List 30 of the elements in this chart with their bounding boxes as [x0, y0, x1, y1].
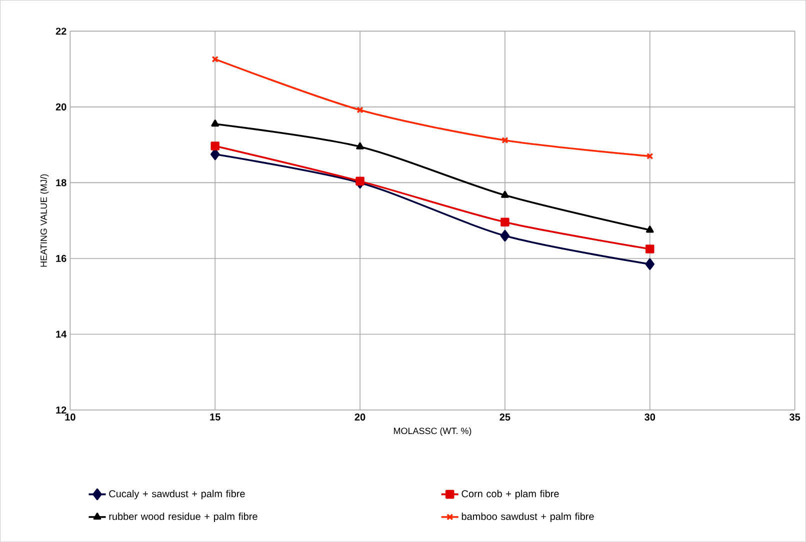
x-tick-label: 10	[65, 413, 76, 421]
x-tick-label: 20	[354, 413, 366, 421]
legend-label: bamboo sawdust + palm fibre	[462, 512, 594, 522]
x-tick-label: 35	[789, 413, 800, 421]
point	[645, 258, 655, 270]
point	[356, 142, 364, 150]
legend-label: Cucaly + sawdust + palm fibre	[109, 490, 245, 500]
y-tick-label: 18	[56, 179, 66, 186]
point	[211, 120, 220, 127]
point	[500, 230, 510, 242]
point	[646, 226, 654, 233]
point	[646, 244, 654, 254]
x-tick-label: 30	[644, 413, 656, 421]
point	[356, 106, 364, 114]
point	[500, 218, 510, 226]
y-axis-title: HEATING VALUE (MJ/)	[40, 174, 49, 267]
point	[501, 190, 509, 198]
y-tick-label: 22	[56, 28, 66, 35]
point	[502, 136, 508, 144]
y-tick-label: 12	[56, 406, 66, 414]
x-tick-label: 15	[210, 413, 220, 420]
y-tick-label: 16	[56, 254, 66, 262]
point	[210, 142, 220, 150]
y-tick-label: 14	[56, 330, 67, 338]
x-axis-title: MOLASSC (WT. %)	[394, 427, 472, 436]
legend-label: Corn cob + plam fibre	[462, 490, 559, 500]
x-tick-label: 25	[500, 413, 510, 421]
legend-label: rubber wood residue + palm fibre	[109, 512, 258, 522]
point	[356, 176, 364, 186]
y-tick-label: 20	[56, 103, 66, 110]
